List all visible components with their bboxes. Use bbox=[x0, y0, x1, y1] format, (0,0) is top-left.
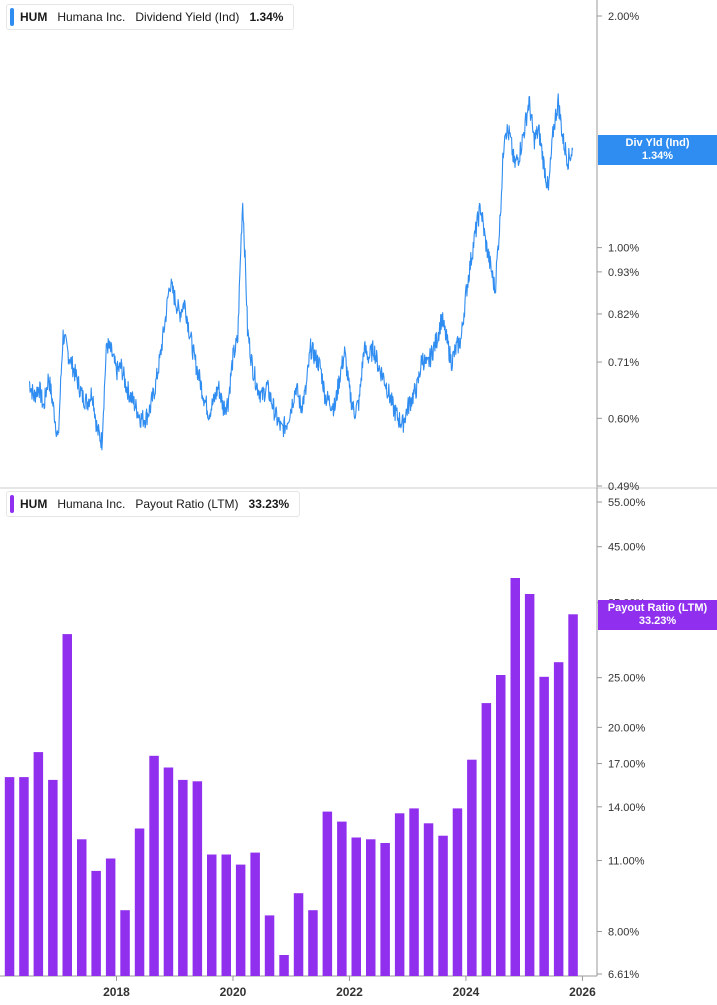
yield-plot bbox=[28, 93, 574, 451]
payout-bar[interactable] bbox=[553, 662, 564, 976]
payout-bar[interactable] bbox=[134, 828, 145, 977]
yield-tick-label: 1.00% bbox=[608, 243, 639, 255]
yield-tick-label: 2.00% bbox=[608, 11, 639, 23]
payout-bar[interactable] bbox=[467, 759, 477, 976]
payout-bar[interactable] bbox=[366, 839, 376, 976]
yield-tick-label: 0.71% bbox=[608, 357, 639, 369]
legend-metric: Dividend Yield (Ind) bbox=[135, 10, 240, 24]
legend-value: 1.34% bbox=[249, 10, 284, 24]
yield-tick-label: 0.93% bbox=[608, 267, 639, 279]
payout-bar[interactable] bbox=[77, 839, 87, 976]
x-tick-label: 2022 bbox=[336, 985, 363, 999]
payout-bar[interactable] bbox=[351, 837, 362, 977]
yield-value-tag: Div Yld (Ind) 1.34% bbox=[598, 135, 717, 165]
legend-company: Humana Inc. bbox=[57, 10, 126, 24]
yield-tag-label: Div Yld (Ind) bbox=[625, 137, 690, 149]
payout-bar[interactable] bbox=[250, 852, 260, 976]
payout-legend[interactable]: HUM Humana Inc. Payout Ratio (LTM) 33.23… bbox=[6, 491, 301, 517]
payout-tick-label: 55.00% bbox=[608, 497, 646, 509]
payout-bar[interactable] bbox=[293, 893, 304, 976]
payout-tick-label: 20.00% bbox=[608, 722, 646, 734]
payout-bar[interactable] bbox=[496, 675, 506, 976]
payout-tag-label: Payout Ratio (LTM) bbox=[607, 602, 708, 614]
payout-bar[interactable] bbox=[178, 779, 188, 976]
payout-bar[interactable] bbox=[235, 864, 246, 976]
legend-ticker: HUM bbox=[20, 497, 48, 511]
payout-bar[interactable] bbox=[19, 777, 29, 976]
payout-bar[interactable] bbox=[394, 813, 405, 976]
payout-bar[interactable] bbox=[438, 835, 448, 976]
x-tick-label: 2018 bbox=[103, 985, 130, 999]
payout-bar[interactable] bbox=[4, 777, 15, 976]
payout-tick-label: 8.00% bbox=[608, 926, 639, 938]
legend-value: 33.23% bbox=[248, 497, 290, 511]
yield-tick-label: 0.82% bbox=[608, 309, 639, 321]
payout-bar[interactable] bbox=[163, 767, 174, 977]
payout-bar[interactable] bbox=[481, 703, 492, 976]
payout-bar[interactable] bbox=[192, 781, 203, 976]
payout-tick-label: 11.00% bbox=[608, 856, 645, 868]
x-tick-label: 2026 bbox=[569, 985, 596, 999]
payout-bar[interactable] bbox=[149, 755, 159, 976]
payout-bar[interactable] bbox=[91, 870, 101, 976]
payout-value-tag: Payout Ratio (LTM) 33.23% bbox=[598, 600, 717, 630]
payout-bar[interactable] bbox=[120, 910, 130, 976]
payout-tick-label: 45.00% bbox=[608, 542, 646, 554]
payout-swatch bbox=[10, 495, 14, 513]
payout-bar[interactable] bbox=[62, 634, 73, 976]
yield-tick-label: 0.60% bbox=[608, 413, 639, 425]
payout-bar[interactable] bbox=[308, 910, 318, 976]
payout-bar[interactable] bbox=[524, 594, 535, 976]
payout-bar[interactable] bbox=[337, 821, 347, 976]
payout-bar[interactable] bbox=[105, 858, 116, 977]
payout-bar[interactable] bbox=[380, 843, 390, 976]
yield-swatch bbox=[10, 8, 14, 26]
yield-tick-label: 0.49% bbox=[608, 481, 639, 493]
legend-metric: Payout Ratio (LTM) bbox=[135, 497, 239, 511]
payout-tag-value: 33.23% bbox=[638, 615, 677, 627]
payout-bar[interactable] bbox=[409, 808, 419, 976]
payout-bar[interactable] bbox=[423, 823, 434, 976]
payout-bar[interactable] bbox=[510, 578, 521, 976]
yield-tag-value: 1.34% bbox=[641, 150, 674, 162]
payout-bar[interactable] bbox=[48, 779, 58, 976]
payout-bar[interactable] bbox=[539, 676, 549, 976]
payout-bar[interactable] bbox=[33, 752, 44, 976]
payout-bar[interactable] bbox=[452, 808, 463, 976]
payout-tick-label: 6.61% bbox=[608, 969, 639, 981]
payout-tick-label: 14.00% bbox=[608, 802, 646, 814]
payout-bar[interactable] bbox=[279, 955, 289, 976]
payout-bar[interactable] bbox=[207, 854, 217, 977]
yield-series-line bbox=[28, 93, 574, 451]
x-tick-label: 2020 bbox=[220, 985, 247, 999]
x-tick-label: 2024 bbox=[453, 985, 480, 999]
payout-tick-label: 17.00% bbox=[608, 759, 646, 771]
yield-legend[interactable]: HUM Humana Inc. Dividend Yield (Ind) 1.3… bbox=[6, 4, 295, 30]
payout-bar[interactable] bbox=[264, 915, 275, 976]
payout-plot bbox=[4, 578, 578, 977]
payout-bar[interactable] bbox=[322, 811, 333, 976]
yield-axis: 2.00% 1.00% 0.93% 0.82% 0.71% 0.60% 0.49% bbox=[0, 0, 717, 493]
payout-tick-label: 25.00% bbox=[608, 673, 646, 685]
payout-bar[interactable] bbox=[221, 854, 232, 977]
legend-company: Humana Inc. bbox=[57, 497, 126, 511]
x-axis: 2018 2020 2022 2024 2026 bbox=[103, 976, 596, 999]
legend-ticker: HUM bbox=[20, 10, 48, 24]
payout-bar[interactable] bbox=[568, 614, 578, 976]
